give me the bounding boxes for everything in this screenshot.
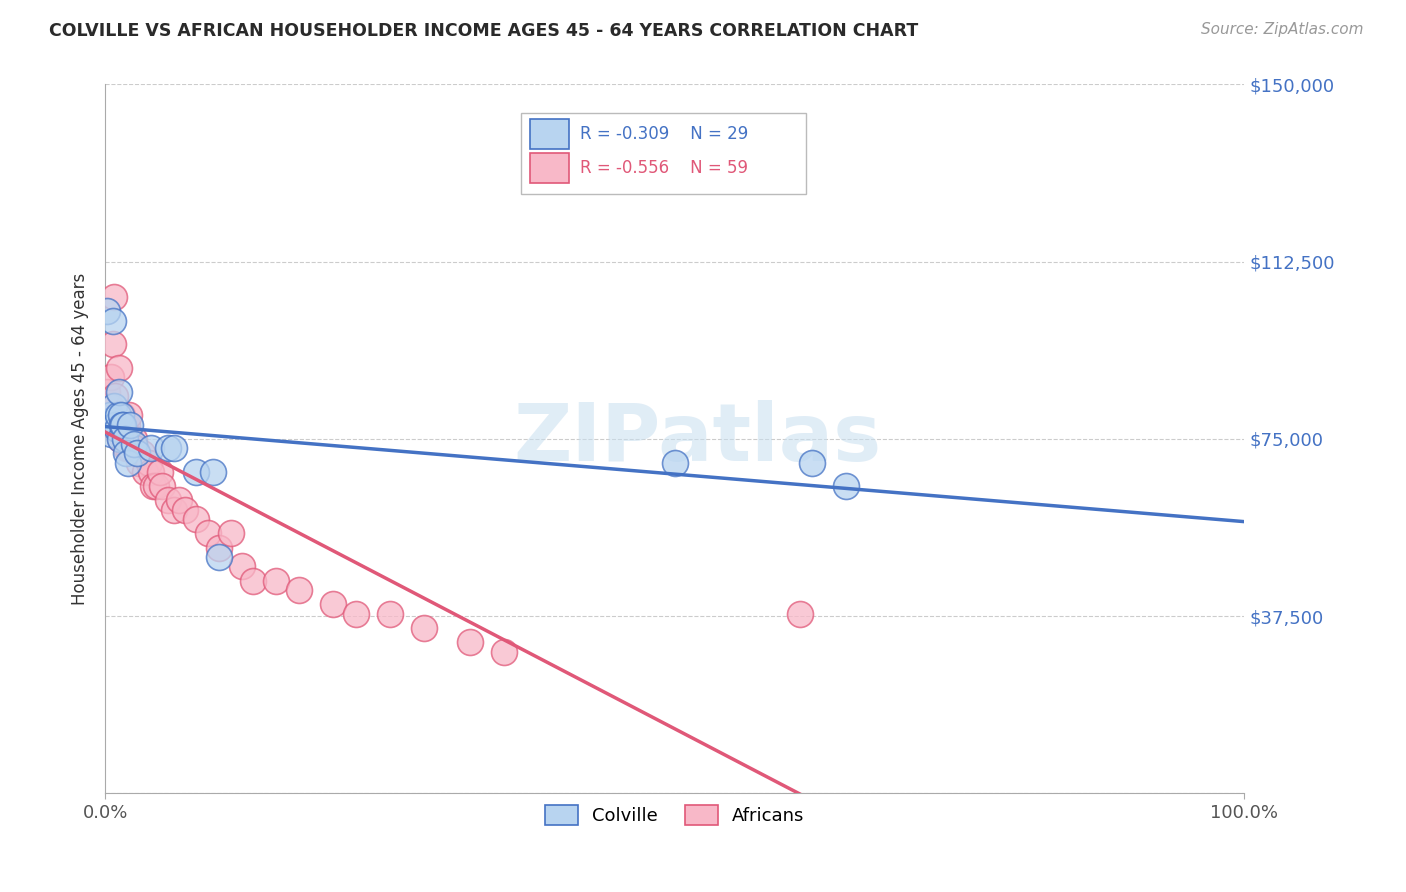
Point xyxy=(149,465,172,479)
Point xyxy=(174,503,197,517)
Point xyxy=(104,389,127,403)
Point xyxy=(103,337,125,351)
Point xyxy=(834,479,856,493)
Point xyxy=(186,465,208,479)
Point xyxy=(197,526,219,541)
Point xyxy=(117,432,139,446)
Point xyxy=(110,409,132,423)
Point xyxy=(114,446,136,460)
Point xyxy=(162,442,184,456)
Point xyxy=(134,465,156,479)
Point xyxy=(789,607,811,621)
Point xyxy=(242,574,264,588)
Point xyxy=(458,635,481,649)
Point xyxy=(122,432,145,446)
Point xyxy=(115,417,138,432)
Point xyxy=(108,432,131,446)
Point xyxy=(112,417,135,432)
Point xyxy=(98,409,121,423)
Point xyxy=(104,417,127,432)
Point xyxy=(127,446,149,460)
Point xyxy=(114,442,136,456)
Point xyxy=(110,409,132,423)
Point xyxy=(96,384,118,399)
Point xyxy=(322,597,344,611)
Point xyxy=(105,409,128,423)
Point xyxy=(103,399,125,413)
Point xyxy=(288,583,311,598)
Point xyxy=(162,503,184,517)
Point xyxy=(120,417,142,432)
FancyBboxPatch shape xyxy=(530,120,569,149)
Point xyxy=(114,432,136,446)
Point xyxy=(344,607,367,621)
Point xyxy=(112,432,135,446)
Point xyxy=(122,436,145,450)
Point xyxy=(124,442,146,456)
Point xyxy=(98,399,121,413)
Point xyxy=(108,384,131,399)
Point xyxy=(108,409,131,423)
Point xyxy=(107,417,129,432)
Point xyxy=(156,493,179,508)
Point xyxy=(139,465,162,479)
Point xyxy=(117,442,139,456)
Legend: Colville, Africans: Colville, Africans xyxy=(536,796,814,834)
Point xyxy=(101,409,124,423)
Point xyxy=(108,361,131,376)
Point xyxy=(127,446,149,460)
Point xyxy=(131,446,153,460)
Point xyxy=(219,526,242,541)
Point xyxy=(492,644,515,658)
Point xyxy=(107,409,129,423)
Point xyxy=(264,574,287,588)
Point xyxy=(103,314,125,328)
Point xyxy=(114,417,136,432)
Text: Source: ZipAtlas.com: Source: ZipAtlas.com xyxy=(1201,22,1364,37)
Point xyxy=(145,479,167,493)
Point xyxy=(202,465,225,479)
Y-axis label: Householder Income Ages 45 - 64 years: Householder Income Ages 45 - 64 years xyxy=(72,273,89,605)
Point xyxy=(800,456,823,470)
Point xyxy=(112,417,135,432)
Point xyxy=(111,417,134,432)
Point xyxy=(208,549,231,564)
Point xyxy=(186,512,208,526)
Point xyxy=(139,442,162,456)
Point xyxy=(413,621,436,635)
Point xyxy=(167,493,190,508)
Point xyxy=(378,607,401,621)
Point xyxy=(100,370,122,384)
Point xyxy=(120,432,142,446)
Point xyxy=(108,432,131,446)
Point xyxy=(150,479,173,493)
Point xyxy=(101,413,124,427)
Point xyxy=(100,427,122,442)
Point xyxy=(128,456,150,470)
Text: R = -0.309    N = 29: R = -0.309 N = 29 xyxy=(581,125,748,143)
Text: ZIPatlas: ZIPatlas xyxy=(513,400,882,478)
FancyBboxPatch shape xyxy=(530,153,569,183)
Point xyxy=(208,541,231,555)
Point xyxy=(105,422,128,436)
Point xyxy=(96,304,118,318)
Point xyxy=(111,409,134,423)
Point xyxy=(100,417,122,432)
Point xyxy=(105,409,128,423)
Point xyxy=(103,290,125,304)
Point xyxy=(120,442,142,456)
Text: COLVILLE VS AFRICAN HOUSEHOLDER INCOME AGES 45 - 64 YEARS CORRELATION CHART: COLVILLE VS AFRICAN HOUSEHOLDER INCOME A… xyxy=(49,22,918,40)
Point xyxy=(142,479,165,493)
Point xyxy=(664,456,686,470)
Point xyxy=(156,442,179,456)
Point xyxy=(118,409,141,423)
Point xyxy=(117,456,139,470)
Point xyxy=(114,432,136,446)
Point xyxy=(231,559,253,574)
Point xyxy=(97,409,120,423)
Point xyxy=(138,456,160,470)
Text: R = -0.556    N = 59: R = -0.556 N = 59 xyxy=(581,159,748,178)
FancyBboxPatch shape xyxy=(522,112,806,194)
